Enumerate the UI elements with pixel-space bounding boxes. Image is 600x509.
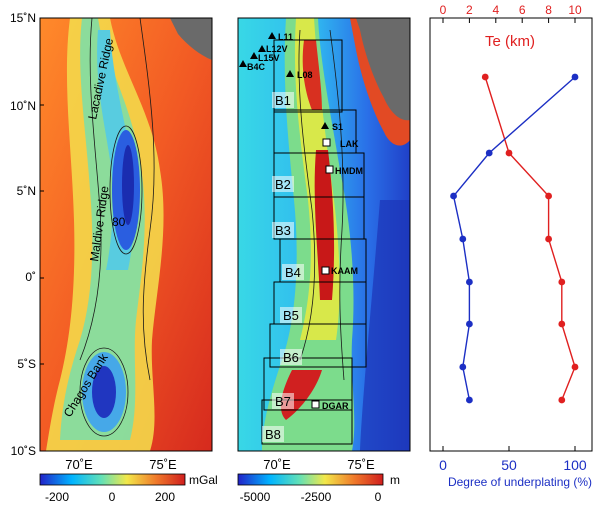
series-line-underplating xyxy=(452,76,576,401)
latitude-axis: 15˚N 10˚N 5˚N 0˚ 5˚S 10˚S xyxy=(10,11,36,458)
lon-label: 70˚E xyxy=(263,457,291,472)
series-point-underplating xyxy=(466,278,473,286)
station-label: L11 xyxy=(278,32,293,42)
bathymetry-map-frame xyxy=(237,17,411,452)
station-square xyxy=(322,138,331,147)
box-labels: B1 B2 B3 B4 B5 B6 B7 B8 xyxy=(262,92,304,442)
station-label: L15V xyxy=(258,53,280,63)
station-triangle xyxy=(321,122,329,129)
station-label: LAK xyxy=(340,139,359,149)
series-point-underplating xyxy=(466,320,473,328)
lat-label: 5˚S xyxy=(17,357,36,371)
study-boxes xyxy=(261,39,367,445)
box-label: B6 xyxy=(283,350,299,365)
series-point-te xyxy=(505,149,513,157)
gravity-colorbar-tick: -200 xyxy=(45,490,69,504)
box-b1 xyxy=(273,39,343,113)
gravity-colorbar-unit: mGal xyxy=(189,473,218,487)
lat-label: 10˚N xyxy=(10,99,36,113)
bathymetry-colorbar-tick: -5000 xyxy=(240,490,271,504)
profile-series xyxy=(450,73,579,404)
contour-label: 80 xyxy=(112,215,126,229)
box-label: B8 xyxy=(265,427,281,442)
profile-frame xyxy=(429,17,593,452)
series-point-underplating xyxy=(459,235,467,243)
te-tick-label: 6 xyxy=(519,3,526,17)
lon-label: 75˚E xyxy=(149,457,177,472)
lat-label: 15˚N xyxy=(10,11,36,25)
box-label: B1 xyxy=(275,93,291,108)
series-point-te xyxy=(558,320,566,328)
te-tick-label: 4 xyxy=(492,3,499,17)
box-label: B4 xyxy=(285,265,301,280)
series-point-te xyxy=(545,192,552,200)
series-point-te xyxy=(558,396,566,404)
series-point-underplating xyxy=(485,149,493,157)
station-square xyxy=(311,400,320,409)
gravity-colorbar-tick: 200 xyxy=(155,490,175,504)
underplating-tick-label: 100 xyxy=(563,457,587,473)
gravity-map xyxy=(40,18,212,451)
box-label: B7 xyxy=(275,394,291,409)
bathymetry-colorbar-tick: 0 xyxy=(375,490,382,504)
station-label: L12V xyxy=(266,44,288,54)
box-label: B5 xyxy=(283,308,299,323)
series-point-underplating xyxy=(450,192,457,200)
te-tick-label: 2 xyxy=(466,3,473,17)
series-point-te xyxy=(545,235,552,243)
profile-chart: Te (km) Degree of underplating (%) 0 2 4 6 8… xyxy=(429,3,593,489)
station-triangle xyxy=(286,70,294,77)
bathymetry-map xyxy=(238,18,410,451)
lon-label: 70˚E xyxy=(65,457,93,472)
series-point-underplating xyxy=(571,73,579,81)
bathymetry-colorbar-tick: -2500 xyxy=(301,490,332,504)
series-point-underplating xyxy=(459,363,467,371)
station-triangle xyxy=(239,60,247,67)
series-point-te xyxy=(558,278,566,286)
gravity-colorbar-tick: 0 xyxy=(109,490,116,504)
station-label: DGAR xyxy=(322,401,349,411)
series-point-te xyxy=(571,363,579,371)
station-label: L08 xyxy=(297,70,313,80)
box-label: B2 xyxy=(275,177,291,192)
gravity-map-frame xyxy=(39,17,213,452)
bathymetry-colorbar xyxy=(237,473,384,486)
triangle-stations xyxy=(239,32,329,129)
station-label: KAAM xyxy=(331,266,358,276)
station-triangle xyxy=(268,32,276,39)
te-axis-title: Te (km) xyxy=(485,33,535,50)
series-point-underplating xyxy=(466,396,473,404)
box-label: B3 xyxy=(275,223,291,238)
square-stations xyxy=(311,138,334,409)
box-b7 xyxy=(263,357,353,411)
lat-label: 0˚ xyxy=(25,270,36,284)
underplating-tick-label: 50 xyxy=(501,457,517,473)
te-axis-ticks: 0 2 4 6 8 10 xyxy=(440,3,582,23)
te-tick-label: 8 xyxy=(545,3,552,17)
station-square xyxy=(325,165,334,174)
bathymetry-colorbar-unit: m xyxy=(390,473,400,487)
te-tick-label: 10 xyxy=(568,3,582,17)
lon-label: 75˚E xyxy=(347,457,375,472)
series-line-te xyxy=(484,76,576,401)
underplating-axis-title: Degree of underplating (%) xyxy=(448,475,592,489)
te-tick-label: 0 xyxy=(440,3,447,17)
underplating-tick-label: 0 xyxy=(439,457,447,473)
underplating-axis-ticks: 0 50 100 xyxy=(439,446,587,473)
station-triangle xyxy=(258,45,266,52)
station-triangle xyxy=(250,52,258,59)
series-point-te xyxy=(481,73,489,81)
box-b6 xyxy=(269,323,367,368)
station-label: HMDM xyxy=(335,166,363,176)
lat-label: 5˚N xyxy=(17,184,36,198)
gravity-colorbar xyxy=(39,473,186,486)
station-square xyxy=(321,266,330,275)
station-label: S1 xyxy=(332,122,343,132)
station-label: B4C xyxy=(247,62,266,72)
box-b8 xyxy=(261,399,353,445)
lat-label: 10˚S xyxy=(11,444,36,458)
